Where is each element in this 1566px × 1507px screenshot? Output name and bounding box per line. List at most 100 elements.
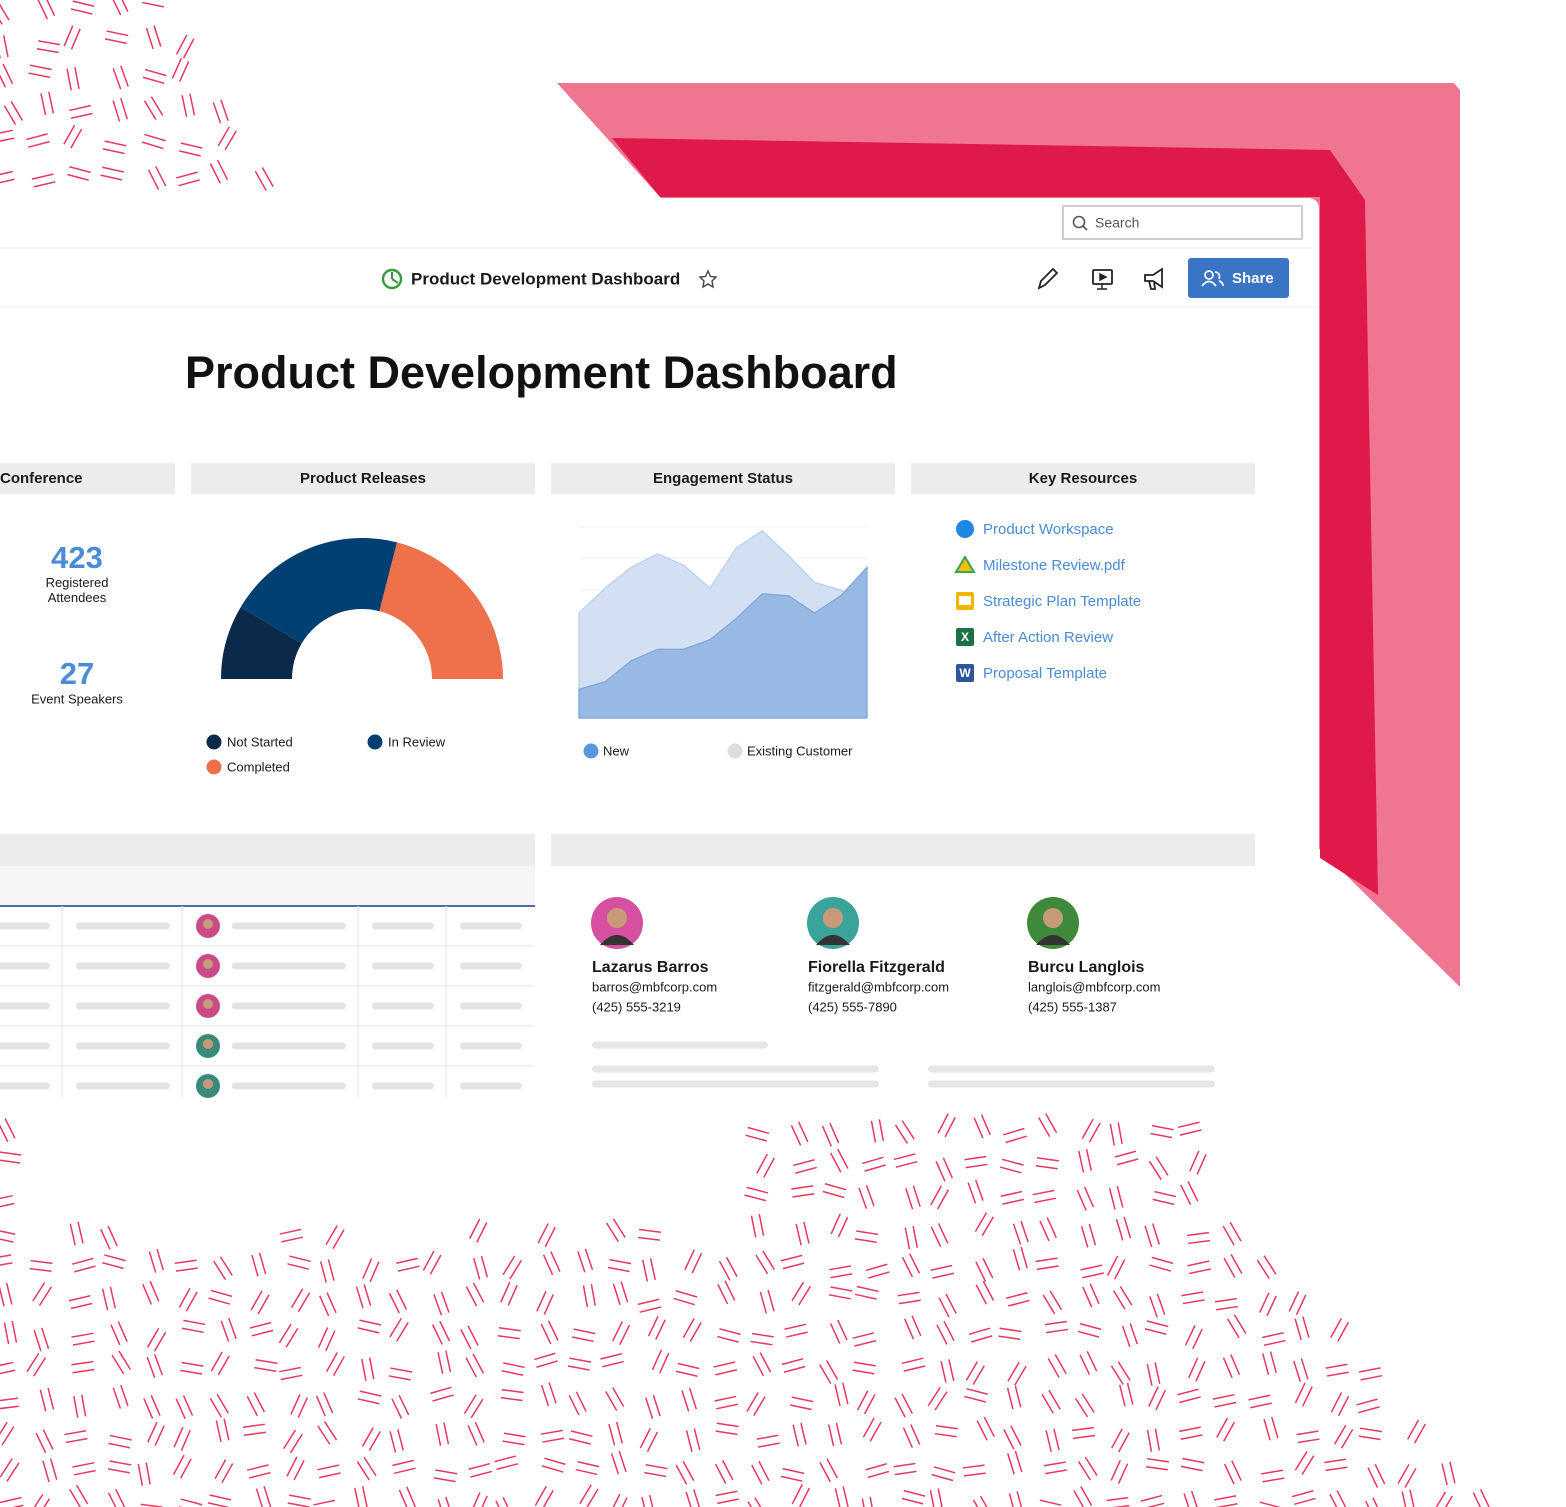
- widget-header: [0, 463, 175, 494]
- decor-stroke: [1222, 1225, 1235, 1246]
- decor-stroke: [249, 1321, 272, 1329]
- decor-stroke: [315, 1395, 326, 1417]
- decor-stroke: [755, 1254, 769, 1275]
- placeholder-line: [928, 1065, 1215, 1073]
- resource-link[interactable]: After Action Review: [983, 629, 1113, 646]
- decor-stroke: [798, 1487, 811, 1507]
- decor-stroke: [137, 1464, 144, 1486]
- decor-stroke: [608, 1423, 616, 1446]
- decor-stroke: [38, 1286, 52, 1306]
- decor-stroke: [1184, 1325, 1196, 1346]
- placeholder-line: [592, 1080, 879, 1088]
- decor-stroke: [1187, 1231, 1210, 1237]
- decor-stroke: [607, 1266, 630, 1273]
- resource-link[interactable]: Product Workspace: [983, 521, 1114, 538]
- decor-stroke: [1288, 1291, 1300, 1312]
- edit-icon[interactable]: [1037, 267, 1059, 290]
- decor-stroke: [507, 1284, 518, 1306]
- decor-stroke: [869, 1496, 873, 1507]
- decor-stroke: [0, 1361, 14, 1367]
- share-button[interactable]: [1188, 258, 1289, 298]
- decor-stroke: [112, 0, 122, 16]
- decor-stroke: [937, 1113, 949, 1134]
- search-box[interactable]: [1062, 205, 1303, 240]
- decor-stroke: [35, 1432, 47, 1454]
- decor-stroke: [763, 1157, 775, 1178]
- decor-stroke: [389, 1317, 403, 1338]
- decor-stroke: [673, 1297, 695, 1306]
- widget-header: [551, 463, 895, 494]
- decor-stroke: [121, 0, 129, 12]
- decor-stroke: [1006, 1387, 1014, 1410]
- decor-stroke: [803, 1221, 810, 1244]
- decor-stroke: [1144, 1328, 1167, 1335]
- placeholder-line: [0, 962, 50, 970]
- decor-stroke: [147, 169, 160, 190]
- widget-header: [911, 463, 1255, 494]
- decor-stroke: [685, 1491, 692, 1507]
- decor-stroke: [1177, 1388, 1199, 1396]
- resource-link[interactable]: Proposal Template: [983, 665, 1107, 682]
- decor-stroke: [611, 1321, 624, 1342]
- decor-stroke: [0, 1496, 22, 1504]
- decor-stroke: [754, 1497, 762, 1507]
- decor-stroke: [109, 1434, 132, 1441]
- decor-stroke: [1156, 1293, 1166, 1315]
- decor-stroke: [472, 1492, 481, 1507]
- resource-link[interactable]: Strategic Plan Template: [983, 593, 1141, 610]
- decor-stroke: [107, 1225, 118, 1247]
- contact-phone: (425) 555-1387: [1028, 999, 1117, 1014]
- decor-stroke: [567, 1365, 590, 1371]
- decor-stroke: [762, 1250, 775, 1270]
- decor-stroke: [117, 1321, 128, 1342]
- decor-stroke: [791, 1281, 805, 1302]
- decor-stroke: [254, 1366, 277, 1372]
- decor-stroke: [145, 1462, 151, 1485]
- resource-link[interactable]: Milestone Review.pdf: [983, 557, 1126, 574]
- decor-stroke: [42, 1429, 54, 1450]
- decor-stroke: [795, 1223, 802, 1246]
- decor-stroke: [388, 1375, 411, 1381]
- announce-icon[interactable]: [1144, 267, 1163, 290]
- legend-swatch: [206, 734, 222, 750]
- decor-stroke: [71, 1332, 94, 1338]
- search-placeholder: Search: [1095, 215, 1139, 231]
- decor-stroke: [1154, 1190, 1177, 1198]
- decor-stroke: [445, 1350, 452, 1373]
- decor-stroke: [1020, 1220, 1029, 1243]
- decor-stroke: [108, 1442, 131, 1449]
- decor-stroke: [1076, 1189, 1087, 1211]
- decor-stroke: [1472, 1492, 1482, 1507]
- decor-stroke: [783, 1365, 806, 1373]
- decor-stroke: [406, 1486, 417, 1507]
- decor-stroke: [717, 1498, 739, 1505]
- decor-stroke: [1043, 1461, 1066, 1467]
- decor-stroke: [389, 1431, 397, 1453]
- decor-stroke: [502, 1255, 516, 1276]
- decor-stroke: [929, 1489, 935, 1507]
- decor-stroke: [332, 1229, 345, 1249]
- decor-stroke: [472, 1282, 485, 1303]
- contact-name: Lazarus Barros: [592, 959, 709, 976]
- decor-stroke: [106, 30, 129, 37]
- decor-stroke: [33, 1357, 47, 1377]
- stat-label: Registered Attendees: [46, 575, 109, 605]
- decor-stroke: [1401, 1491, 1407, 1507]
- decor-stroke: [934, 1391, 948, 1411]
- decor-stroke: [398, 1489, 408, 1507]
- decor-stroke: [903, 1365, 926, 1372]
- decor-stroke: [725, 1256, 738, 1277]
- decor-stroke: [433, 1477, 456, 1483]
- placeholder-line: [460, 922, 522, 930]
- decor-stroke: [1269, 1351, 1277, 1373]
- decor-stroke: [143, 100, 157, 120]
- decor-stroke: [675, 1370, 698, 1378]
- decor-stroke: [1230, 1254, 1243, 1274]
- decor-stroke: [930, 1226, 942, 1248]
- decor-stroke: [210, 1289, 233, 1298]
- favorite-star[interactable]: [698, 269, 718, 289]
- decor-stroke: [325, 1330, 336, 1352]
- decor-stroke: [469, 1218, 481, 1239]
- decor-stroke: [111, 1354, 125, 1375]
- decor-stroke: [1302, 1386, 1313, 1407]
